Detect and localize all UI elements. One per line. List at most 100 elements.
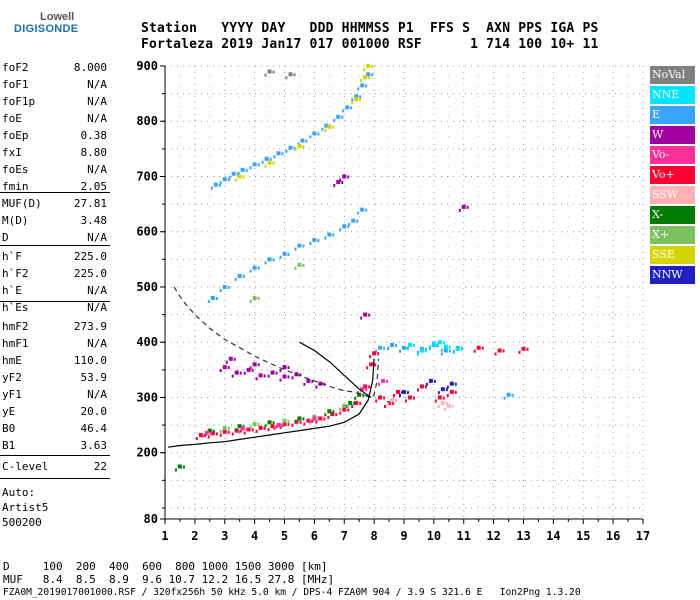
data-point <box>412 343 415 347</box>
data-point <box>270 424 275 429</box>
data-point <box>383 396 386 400</box>
data-point <box>390 342 395 347</box>
data-point <box>215 432 218 436</box>
param-name: fxI <box>2 146 22 159</box>
data-point <box>445 388 448 392</box>
data-point <box>282 365 287 370</box>
data-point <box>174 468 177 472</box>
data-point <box>407 390 409 394</box>
data-point <box>210 296 215 301</box>
data-point <box>454 382 457 386</box>
data-point <box>234 428 239 433</box>
data-point <box>219 369 222 373</box>
x-tick-label: 5 <box>281 529 288 543</box>
data-point <box>293 73 296 77</box>
footer-file-info: FZA0M_2019017001000.RSF / 320fx256h 50 k… <box>3 587 581 598</box>
data-point <box>497 348 502 353</box>
data-point <box>276 423 281 428</box>
header-values: Fortaleza 2019 Jan17 017 001000 RSF 1 71… <box>141 37 599 52</box>
x-tick-label: 15 <box>576 529 590 543</box>
data-point <box>521 346 526 351</box>
data-point <box>369 355 372 359</box>
x-tick-label: 14 <box>546 529 560 543</box>
data-point <box>342 403 347 408</box>
logo-digisonde: DIGISONDE <box>14 23 79 35</box>
data-point <box>434 344 437 348</box>
data-point <box>428 378 433 383</box>
legend-item: W <box>650 126 695 144</box>
data-point <box>321 127 324 131</box>
param-value: 225.0 <box>73 250 107 263</box>
data-point <box>210 431 215 436</box>
data-point <box>218 183 221 187</box>
param-name: h`Es <box>2 301 29 314</box>
param-name: fmin <box>2 180 29 193</box>
data-point <box>360 207 365 212</box>
param-value: N/A <box>87 163 107 176</box>
data-point <box>428 345 431 349</box>
data-point <box>366 64 371 68</box>
data-point <box>234 277 237 281</box>
data-point <box>443 344 448 349</box>
separator <box>0 301 110 302</box>
data-point <box>267 257 272 262</box>
data-point <box>341 181 344 185</box>
data-point <box>294 420 297 424</box>
param-row: MUF(D) 27.81 <box>2 197 107 214</box>
data-point <box>204 430 209 435</box>
data-point <box>449 381 454 386</box>
data-point <box>396 389 401 394</box>
param-name: foE <box>2 112 22 125</box>
data-point <box>345 105 350 110</box>
data-point <box>371 65 374 68</box>
data-point <box>442 341 445 345</box>
data-point <box>264 73 267 77</box>
data-point <box>339 407 342 411</box>
data-point <box>302 244 305 248</box>
data-point <box>306 378 311 383</box>
data-point <box>437 340 442 345</box>
data-point <box>460 347 463 351</box>
data-point <box>399 349 401 353</box>
data-point <box>282 251 287 256</box>
x-tick-label: 7 <box>341 529 348 543</box>
data-point <box>425 382 428 386</box>
data-point <box>327 232 332 237</box>
param-value: N/A <box>87 95 107 108</box>
data-point <box>342 109 345 113</box>
data-point <box>353 401 356 405</box>
param-row: h`F2 225.0 <box>2 267 107 284</box>
header-labels: Station YYYY DAY DDD HHMMSS P1 FFS S AXN… <box>141 21 599 36</box>
x-tick-label: 12 <box>486 529 500 543</box>
data-point <box>416 388 419 392</box>
axes: 1 2 3 4 5 6 7 8 9 10 11 12 13 14 15 16 17802003004005006… <box>136 59 650 543</box>
data-point <box>257 422 260 426</box>
trace-curve <box>299 341 372 398</box>
param-name: B1 <box>2 439 16 452</box>
data-point <box>299 373 302 377</box>
data-point <box>365 208 368 212</box>
data-point <box>365 388 368 392</box>
data-point <box>297 416 302 421</box>
data-point <box>245 427 248 431</box>
data-point <box>445 401 448 405</box>
param-name: yE <box>2 405 16 418</box>
autoscaling-info: 500200 <box>2 516 42 529</box>
data-point <box>449 389 454 394</box>
param-value: 46.4 <box>80 422 108 435</box>
data-point <box>255 429 258 433</box>
data-point <box>324 128 327 132</box>
data-point <box>387 402 390 406</box>
param-row: yE 20.0 <box>2 405 107 422</box>
y-tick-label: 200 <box>136 446 158 460</box>
data-point <box>378 345 383 350</box>
data-point <box>440 400 445 405</box>
legend-item: E <box>650 106 695 124</box>
param-value: N/A <box>87 231 107 244</box>
data-point <box>347 225 350 229</box>
data-point <box>233 357 236 361</box>
data-point <box>416 350 419 354</box>
data-point <box>299 420 302 424</box>
data-point <box>279 378 282 382</box>
data-point <box>461 204 466 209</box>
